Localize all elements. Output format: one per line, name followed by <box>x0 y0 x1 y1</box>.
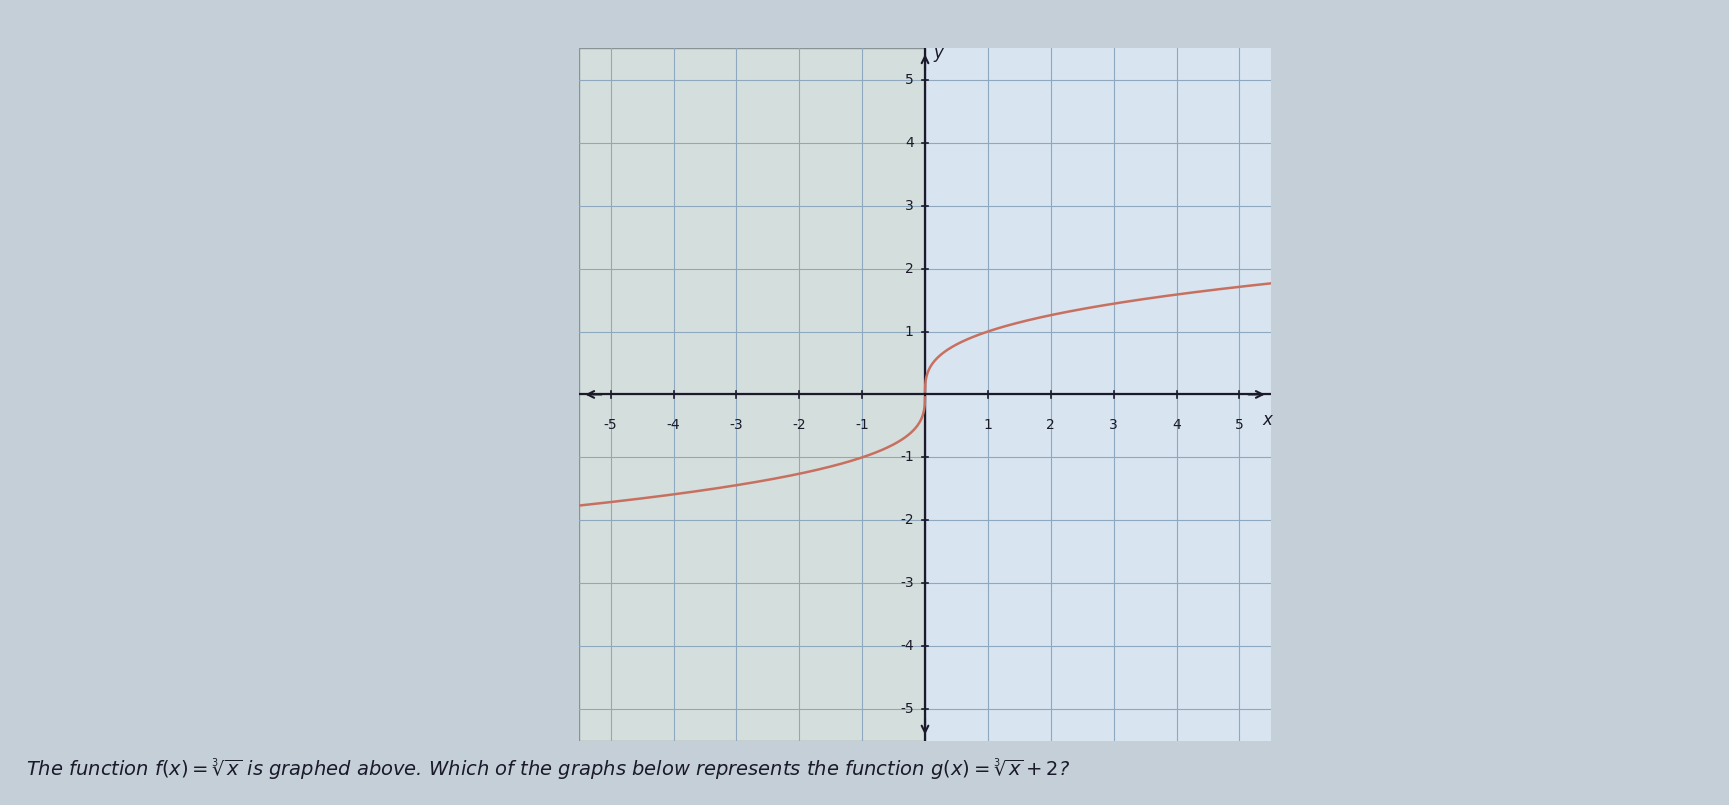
Text: 1: 1 <box>984 419 992 432</box>
Text: -1: -1 <box>856 419 870 432</box>
Text: -3: -3 <box>901 576 913 590</box>
Text: 2: 2 <box>904 262 913 275</box>
Text: -4: -4 <box>667 419 679 432</box>
Text: 4: 4 <box>1172 419 1181 432</box>
Text: 2: 2 <box>1046 419 1055 432</box>
Text: -2: -2 <box>792 419 806 432</box>
Text: -5: -5 <box>603 419 617 432</box>
Text: y: y <box>934 44 944 62</box>
Text: -5: -5 <box>901 702 913 716</box>
Text: -3: -3 <box>730 419 743 432</box>
Text: 1: 1 <box>904 324 913 339</box>
Text: The function $f(x) = \sqrt[3]{x}$ is graphed above. Which of the graphs below re: The function $f(x) = \sqrt[3]{x}$ is gra… <box>26 756 1070 782</box>
Text: 5: 5 <box>904 72 913 87</box>
Text: 5: 5 <box>1235 419 1243 432</box>
Text: -1: -1 <box>901 450 913 464</box>
Text: -2: -2 <box>901 514 913 527</box>
Text: x: x <box>1262 411 1273 428</box>
Text: -4: -4 <box>901 639 913 653</box>
FancyBboxPatch shape <box>579 48 925 741</box>
Text: 4: 4 <box>904 136 913 150</box>
Text: 3: 3 <box>1110 419 1119 432</box>
Text: 3: 3 <box>904 199 913 213</box>
